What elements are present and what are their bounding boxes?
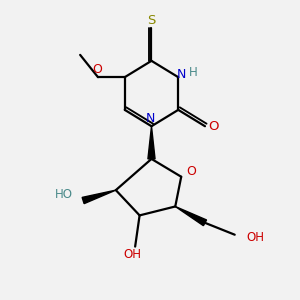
Polygon shape (148, 126, 155, 159)
Text: N: N (176, 68, 186, 81)
Text: H: H (189, 66, 197, 79)
Text: OH: OH (246, 231, 264, 244)
Text: S: S (147, 14, 156, 27)
Text: O: O (92, 63, 102, 76)
Text: HO: HO (55, 188, 73, 201)
Polygon shape (82, 190, 116, 204)
Text: OH: OH (123, 248, 141, 261)
Polygon shape (175, 206, 207, 226)
Text: O: O (209, 120, 219, 133)
Text: O: O (186, 165, 196, 178)
Text: N: N (145, 112, 155, 125)
